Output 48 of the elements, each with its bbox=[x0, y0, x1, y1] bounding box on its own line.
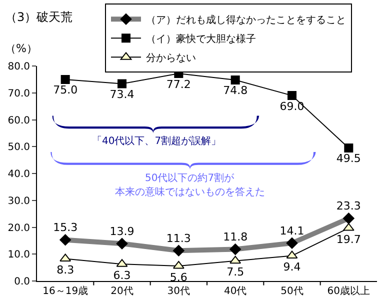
data-label: 8.3 bbox=[56, 264, 74, 277]
point bbox=[118, 79, 126, 88]
x-tick-label: 40代 bbox=[224, 286, 247, 297]
data-label: 6.3 bbox=[113, 268, 131, 282]
point bbox=[344, 143, 354, 152]
x-tick-label: 16～19歳 bbox=[42, 285, 88, 297]
y-axis-title: （%） bbox=[5, 42, 38, 55]
data-label: 77.2 bbox=[166, 78, 191, 91]
data-label: 23.3 bbox=[336, 200, 361, 213]
data-label: 9.4 bbox=[283, 260, 301, 274]
x-tick-label: 30代 bbox=[167, 286, 190, 297]
point bbox=[172, 260, 184, 269]
data-label: 5.6 bbox=[170, 270, 188, 284]
annotation: 50代以下の約7割が bbox=[145, 172, 236, 184]
point bbox=[288, 91, 296, 100]
data-label: 49.5 bbox=[336, 152, 361, 166]
y-tick-label: 40.0 bbox=[8, 169, 30, 180]
y-tick-label: 50.0 bbox=[8, 142, 30, 154]
data-label: 13.9 bbox=[110, 224, 134, 238]
y-tick-label: 70.0 bbox=[8, 88, 30, 100]
point bbox=[230, 256, 242, 264]
point bbox=[60, 74, 70, 84]
chart-title: （3）破天荒 bbox=[5, 10, 73, 24]
x-tick-label: 50代 bbox=[280, 286, 304, 297]
y-tick-label: 0.0 bbox=[14, 276, 30, 288]
legend-label: （イ）豪快で大胆な様子 bbox=[146, 33, 256, 46]
data-label: 15.3 bbox=[53, 221, 78, 234]
x-tick-label: 20代 bbox=[110, 286, 134, 297]
data-label: 75.0 bbox=[53, 84, 78, 97]
y-tick-label: 30.0 bbox=[8, 196, 30, 207]
annotation: 本来の意味ではないものを答えた bbox=[115, 186, 265, 198]
y-tick-label: 60.0 bbox=[8, 115, 30, 126]
annotation: 「40代以下、7割超が誤解」 bbox=[92, 135, 222, 147]
y-tick-label: 10.0 bbox=[8, 250, 30, 261]
y-tick-label: 80.0 bbox=[8, 62, 30, 72]
data-label: 11.3 bbox=[166, 232, 191, 245]
x-tick-label: 60歳以上 bbox=[327, 285, 370, 297]
data-label: 73.4 bbox=[110, 88, 134, 101]
y-tick-label: 20.0 bbox=[8, 222, 30, 234]
legend-label: 分からない bbox=[146, 52, 196, 64]
data-label: 69.0 bbox=[280, 100, 304, 113]
data-label: 7.5 bbox=[226, 266, 244, 279]
data-label: 19.7 bbox=[336, 232, 361, 246]
data-label: 14.1 bbox=[280, 224, 304, 238]
legend-label: （ア）だれも成し得なかったことをすること bbox=[146, 14, 346, 26]
data-label: 11.8 bbox=[223, 230, 248, 244]
point bbox=[230, 75, 240, 84]
data-label: 74.8 bbox=[223, 84, 248, 98]
